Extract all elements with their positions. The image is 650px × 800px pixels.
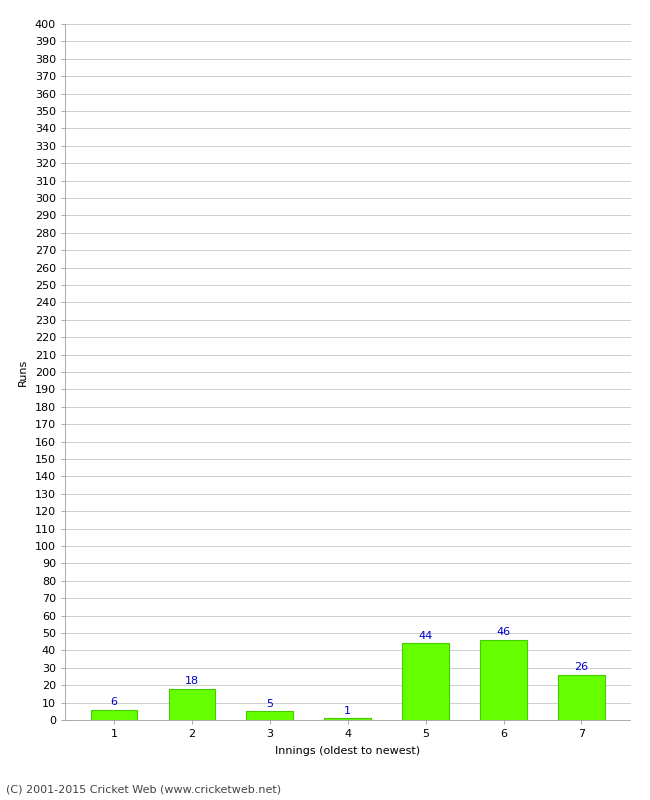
Bar [324, 718, 371, 720]
Bar [402, 643, 449, 720]
Text: 44: 44 [419, 631, 433, 641]
Text: 5: 5 [266, 698, 274, 709]
Text: 46: 46 [497, 627, 511, 638]
Text: 26: 26 [575, 662, 588, 672]
Bar [246, 711, 293, 720]
X-axis label: Innings (oldest to newest): Innings (oldest to newest) [275, 746, 421, 756]
Text: 1: 1 [344, 706, 351, 716]
Bar [91, 710, 137, 720]
Y-axis label: Runs: Runs [18, 358, 28, 386]
Text: (C) 2001-2015 Cricket Web (www.cricketweb.net): (C) 2001-2015 Cricket Web (www.cricketwe… [6, 784, 281, 794]
Bar [558, 674, 605, 720]
Text: 18: 18 [185, 676, 199, 686]
Text: 6: 6 [111, 697, 118, 707]
Bar [480, 640, 527, 720]
Bar [168, 689, 215, 720]
